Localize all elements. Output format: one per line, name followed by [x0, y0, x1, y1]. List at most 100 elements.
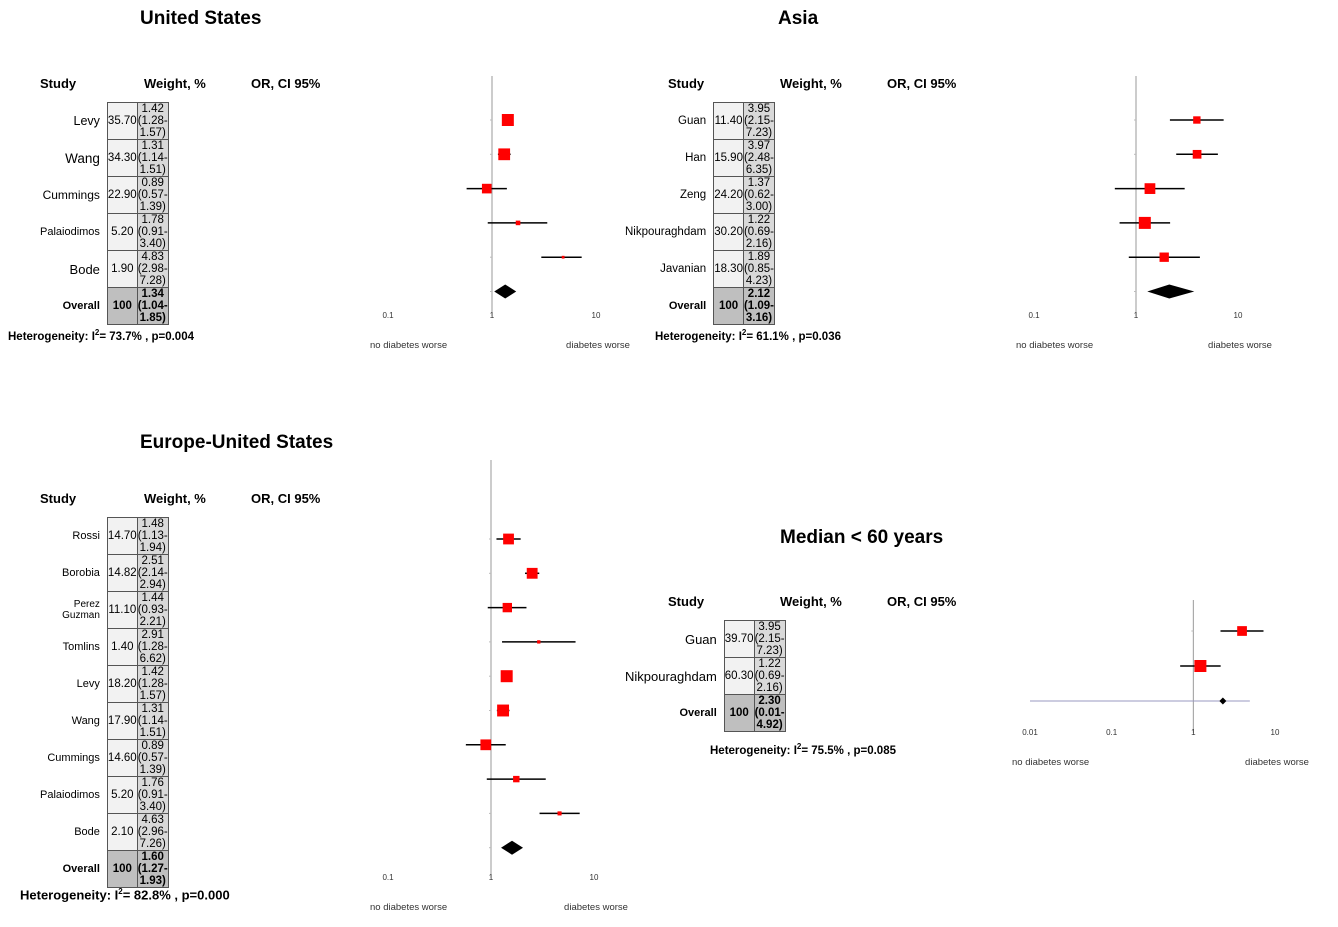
weight-cell: 15.90 — [713, 139, 744, 177]
study-name: Bode — [40, 250, 108, 288]
table-row: Levy 18.20 1.42 (1.28-1.57) — [40, 665, 169, 703]
heterogeneity-suffix: = 75.5% , p=0.085 — [801, 744, 896, 757]
study-name: Tomlins — [40, 628, 108, 666]
overall-weight: 100 — [106, 287, 138, 325]
heterogeneity-text: Heterogeneity: I2= 61.1% , p=0.036 — [655, 328, 841, 343]
forest-plot: 0.01 0.1 1 10 no diabetes worse diabetes wors… — [1012, 600, 1309, 768]
table-row: Nikpouraghdam 60.30 1.22 (0.69-2.16) — [625, 657, 786, 695]
overall-diamond — [501, 840, 524, 855]
heterogeneity-prefix: Heterogeneity: I — [8, 330, 95, 343]
study-name: Han — [625, 139, 714, 177]
overall-weight: 100 — [713, 287, 744, 325]
or-ci-cell: 1.89 (0.85-4.23) — [742, 250, 776, 288]
axis-label-left: no diabetes worse — [1016, 340, 1093, 351]
overall-row: Overall 100 1.34 (1.04-1.85) — [40, 287, 169, 325]
point-estimate — [500, 670, 513, 683]
weight-cell: 5.20 — [106, 776, 138, 814]
x-tick-label: 0.01 — [1022, 728, 1038, 737]
study-header: Study — [40, 491, 77, 506]
panel-title: Median < 60 years — [780, 527, 944, 548]
or-ci-header: OR, CI 95% — [887, 594, 957, 609]
heterogeneity-sup: 2 — [741, 328, 747, 337]
point-estimate — [557, 811, 562, 816]
panel-title: Europe-United States — [140, 432, 334, 453]
overall-diamond — [1219, 697, 1227, 705]
point-estimate — [515, 220, 521, 226]
overall-diamond — [494, 284, 517, 299]
weight-cell: 11.10 — [106, 591, 138, 629]
or-ci-cell: 0.89 (0.57-1.39) — [136, 176, 169, 214]
table-row: Javanian 18.30 1.89 (0.85-4.23) — [625, 250, 776, 288]
weight-cell: 5.20 — [106, 213, 138, 251]
heterogeneity-suffix: = 73.7% , p=0.004 — [99, 330, 194, 343]
point-estimate — [480, 739, 492, 751]
weight-cell: 1.90 — [106, 250, 138, 288]
overall-label: Overall — [40, 287, 108, 325]
x-tick-label: 1 — [490, 311, 495, 320]
overall-row: Overall 100 2.30 (0.01-4.92) — [625, 694, 786, 732]
table-row: Guan 39.70 3.95 (2.15-7.23) — [625, 620, 786, 658]
study-name: Guan — [625, 620, 725, 658]
study-name: Palaiodimos — [40, 776, 108, 814]
table-row: Wang 34.30 1.31 (1.14-1.51) — [40, 139, 169, 177]
weight-cell: 1.40 — [106, 628, 138, 666]
study-name: Bode — [40, 813, 108, 851]
point-estimate — [498, 148, 511, 161]
heterogeneity-suffix: = 61.1% , p=0.036 — [746, 330, 841, 343]
or-ci-cell: 1.22 (0.69-2.16) — [753, 657, 786, 695]
forest-plot: 0.1 1 10 no diabetes worse diabetes worse — [1016, 76, 1272, 351]
forest-plot: 0.1 1 10 no diabetes worse diabetes worse — [370, 76, 630, 351]
or-ci-cell: 2.91 (1.28-6.62) — [136, 628, 169, 666]
table-row: Tomlins 1.40 2.91 (1.28-6.62) — [40, 628, 169, 666]
study-name: Guan — [625, 102, 714, 140]
or-ci-cell: 0.89 (0.57-1.39) — [136, 739, 169, 777]
or-ci-header: OR, CI 95% — [251, 76, 321, 91]
weight-cell: 34.30 — [106, 139, 138, 177]
study-name: Zeng — [625, 176, 714, 214]
x-tick-label: 0.1 — [1028, 311, 1040, 320]
table-row: Cummings 14.60 0.89 (0.57-1.39) — [40, 739, 169, 777]
overall-label: Overall — [40, 850, 108, 888]
weight-cell: 35.70 — [106, 102, 138, 140]
table-row: Perez Guzman 11.10 1.44 (0.93-2.21) — [40, 591, 169, 629]
heterogeneity-text: Heterogeneity: I2= 82.8% , p=0.000 — [20, 887, 230, 902]
overall-or-ci: 1.34 (1.04-1.85) — [136, 287, 169, 325]
weight-header: Weight, % — [144, 491, 206, 506]
heterogeneity-prefix: Heterogeneity: I — [655, 330, 742, 343]
study-name: Nikpouraghdam — [625, 657, 725, 695]
study-table: Guan 39.70 3.95 (2.15-7.23) Nikpouraghdam 60… — [625, 620, 786, 732]
weight-cell: 17.90 — [106, 702, 138, 740]
weight-cell: 24.20 — [713, 176, 744, 214]
weight-cell: 22.90 — [106, 176, 138, 214]
overall-weight: 100 — [106, 850, 138, 888]
overall-row: Overall 100 1.60 (1.27-1.93) — [40, 850, 169, 888]
point-estimate — [481, 183, 492, 194]
overall-or-ci: 2.30 (0.01-4.92) — [753, 694, 786, 732]
axis-label-right: diabetes worse — [564, 902, 628, 913]
study-name: Wang — [40, 702, 108, 740]
x-tick-label: 1 — [1191, 728, 1196, 737]
heterogeneity-sup: 2 — [796, 742, 802, 751]
table-row: Wang 17.90 1.31 (1.14-1.51) — [40, 702, 169, 740]
or-ci-cell: 1.31 (1.14-1.51) — [136, 139, 169, 177]
overall-label: Overall — [625, 287, 714, 325]
table-row: Borobia 14.82 2.51 (2.14-2.94) — [40, 554, 169, 592]
point-estimate — [502, 602, 512, 613]
axis-label-left: no diabetes worse — [370, 902, 447, 913]
weight-cell: 14.60 — [106, 739, 138, 777]
or-ci-cell: 4.83 (2.98-7.28) — [136, 250, 169, 288]
weight-cell: 18.20 — [106, 665, 138, 703]
table-row: Han 15.90 3.97 (2.48-6.35) — [625, 139, 776, 177]
axis-label-right: diabetes worse — [566, 340, 630, 351]
weight-cell: 14.70 — [106, 517, 138, 555]
or-ci-header: OR, CI 95% — [251, 491, 321, 506]
study-name: Nikpouraghdam — [625, 213, 714, 251]
or-ci-header: OR, CI 95% — [887, 76, 957, 91]
axis-label-right: diabetes worse — [1208, 340, 1272, 351]
table-row: Cummings 22.90 0.89 (0.57-1.39) — [40, 176, 169, 214]
study-name: Perez Guzman — [40, 591, 108, 629]
weight-cell: 30.20 — [713, 213, 744, 251]
point-estimate — [537, 640, 541, 644]
weight-header: Weight, % — [780, 594, 842, 609]
table-row: Bode 1.90 4.83 (2.98-7.28) — [40, 250, 169, 288]
